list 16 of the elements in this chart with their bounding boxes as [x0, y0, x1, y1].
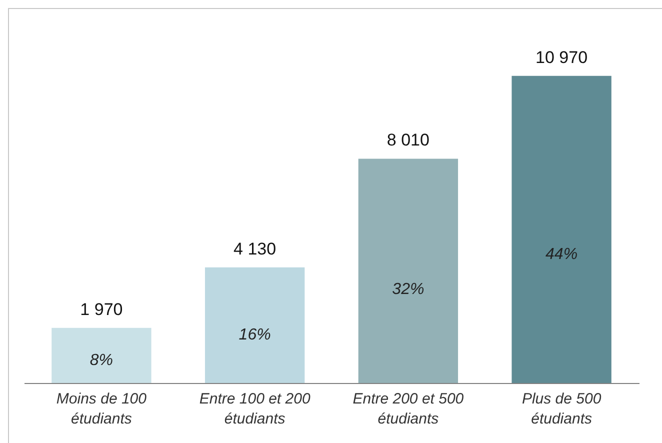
annotation: 44%	[546, 246, 578, 263]
data-label: 10 970	[536, 48, 588, 67]
data-label: 1 970	[80, 300, 123, 319]
x-tick-label: Entre 100 et 200 étudiants	[199, 390, 311, 428]
bar	[204, 267, 305, 383]
x-tick-label: Moins de 100 étudiants	[56, 390, 148, 428]
bar	[52, 328, 152, 383]
annotation: 32%	[392, 280, 424, 298]
bar	[512, 76, 612, 383]
annotation: 8%	[90, 352, 114, 369]
annotation: 16%	[238, 326, 271, 344]
x-tick-label: Entre 200 et 500 étudiants	[352, 390, 464, 428]
bar	[358, 158, 458, 383]
data-label: 4 130	[234, 239, 276, 258]
x-tick-label: Plus de 500 étudiants	[522, 390, 602, 428]
data-label: 8 010	[386, 130, 430, 150]
